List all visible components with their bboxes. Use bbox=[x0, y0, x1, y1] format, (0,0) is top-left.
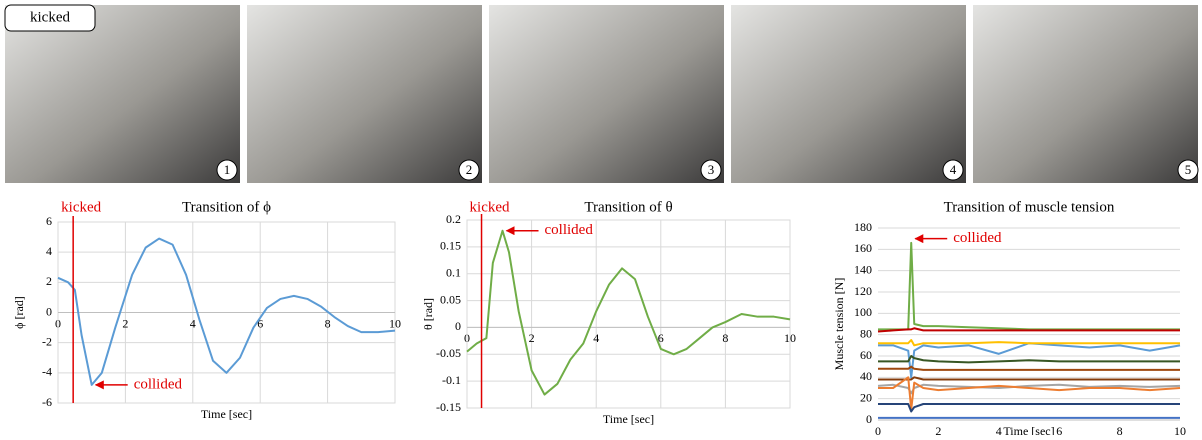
plot-frame bbox=[466, 219, 791, 409]
x-tick-label: 8 bbox=[1117, 424, 1123, 435]
y-tick-label: 80 bbox=[860, 326, 872, 340]
y-tick-label: 180 bbox=[854, 220, 872, 234]
photo-number: 3 bbox=[708, 162, 715, 177]
y-tick-label: -0.05 bbox=[436, 346, 461, 360]
chart-title: Transition of θ bbox=[584, 199, 672, 215]
y-axis-label: θ [rad] bbox=[421, 298, 435, 330]
series-line bbox=[878, 365, 1180, 371]
chart-title: Transition of muscle tension bbox=[944, 199, 1115, 215]
series-line bbox=[878, 339, 1180, 347]
event-label: kicked bbox=[61, 199, 101, 215]
photo-number: 5 bbox=[1185, 162, 1192, 177]
event-label: collided bbox=[545, 222, 594, 238]
y-tick-label: 160 bbox=[854, 241, 872, 255]
photo bbox=[973, 5, 1198, 183]
y-tick-label: -0.15 bbox=[436, 400, 461, 414]
y-tick-label: -2 bbox=[42, 334, 52, 348]
photo-numbers: 1 2 3 4 5 bbox=[216, 159, 1199, 181]
y-tick-label: -6 bbox=[42, 395, 52, 409]
chart-title: Transition of ϕ bbox=[182, 199, 271, 215]
y-tick-label: 0.15 bbox=[440, 239, 461, 253]
x-tick-label: 4 bbox=[190, 316, 196, 330]
y-tick-label: 140 bbox=[854, 262, 872, 276]
x-tick-label: 4 bbox=[593, 331, 599, 345]
y-tick-label: -0.1 bbox=[442, 373, 461, 387]
number-badge bbox=[458, 159, 480, 181]
event-label: collided bbox=[953, 230, 1002, 246]
y-tick-label: 6 bbox=[46, 214, 52, 228]
series-line bbox=[877, 327, 1180, 333]
x-tick-label: 0 bbox=[875, 424, 881, 435]
y-tick-label: 0 bbox=[46, 304, 52, 318]
y-tick-label: 100 bbox=[854, 305, 872, 319]
y-tick-label: 0.05 bbox=[440, 292, 461, 306]
number-badge bbox=[942, 159, 964, 181]
y-tick-label: -4 bbox=[42, 365, 52, 379]
photo-number: 4 bbox=[950, 162, 957, 177]
y-axis-label: Muscle tension [N] bbox=[832, 278, 846, 371]
x-tick-label: 8 bbox=[325, 316, 331, 330]
y-axis-label: ϕ [rad] bbox=[12, 296, 26, 329]
photo-number: 1 bbox=[224, 162, 231, 177]
photo-number: 2 bbox=[466, 162, 473, 177]
number-badge bbox=[700, 159, 722, 181]
y-tick-label: 0 bbox=[455, 319, 461, 333]
photo bbox=[489, 5, 724, 183]
x-tick-label: 6 bbox=[658, 331, 664, 345]
label-box bbox=[4, 4, 96, 32]
series-line bbox=[878, 241, 1180, 331]
y-tick-label: 40 bbox=[860, 369, 872, 383]
series-line bbox=[878, 355, 1180, 364]
x-tick-label: 4 bbox=[996, 424, 1002, 435]
x-tick-label: 2 bbox=[935, 424, 941, 435]
y-tick-label: 0 bbox=[866, 412, 872, 426]
x-axis-label: Time [sec] bbox=[1003, 424, 1054, 435]
event-label: collided bbox=[134, 376, 183, 392]
y-tick-label: 0.2 bbox=[446, 212, 461, 226]
photo-label: kicked bbox=[30, 9, 70, 25]
photo-strip: kicked 1 2 3 4 5 bbox=[4, 4, 1199, 183]
x-tick-label: 10 bbox=[1174, 424, 1186, 435]
x-tick-label: 2 bbox=[122, 316, 128, 330]
y-tick-label: 120 bbox=[854, 284, 872, 298]
y-tick-label: 2 bbox=[46, 274, 52, 288]
number-badge bbox=[216, 159, 238, 181]
series-line bbox=[466, 229, 791, 396]
photo bbox=[5, 5, 240, 183]
series-line bbox=[878, 403, 1180, 413]
event-label: kicked bbox=[470, 199, 510, 215]
x-axis-label: Time [sec] bbox=[201, 407, 252, 421]
x-axis-label: Time [sec] bbox=[603, 412, 654, 426]
y-tick-label: 0.1 bbox=[446, 265, 461, 279]
series-line bbox=[57, 237, 396, 386]
x-tick-label: 6 bbox=[1056, 424, 1062, 435]
y-tick-label: 4 bbox=[46, 244, 52, 258]
y-tick-label: 20 bbox=[860, 390, 872, 404]
x-tick-label: 6 bbox=[257, 316, 263, 330]
number-badge bbox=[1177, 159, 1199, 181]
x-tick-label: 8 bbox=[722, 331, 728, 345]
photo bbox=[247, 5, 482, 183]
x-tick-label: 2 bbox=[529, 331, 535, 345]
series-line bbox=[878, 376, 1181, 411]
photo bbox=[731, 5, 966, 183]
y-tick-label: 60 bbox=[860, 348, 872, 362]
